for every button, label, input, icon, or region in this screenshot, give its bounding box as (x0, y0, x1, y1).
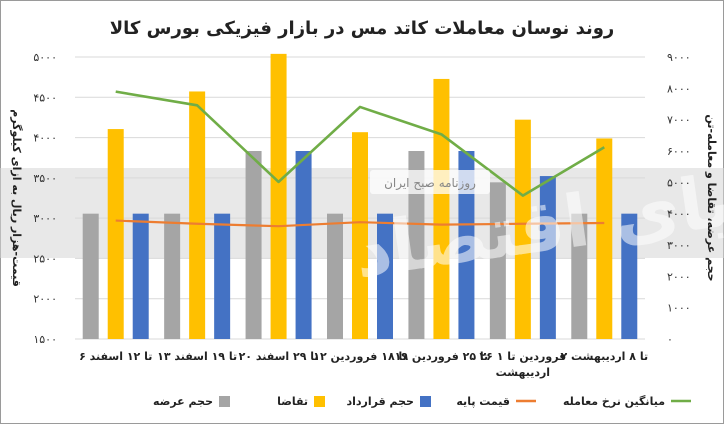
watermark-pill-bg (370, 170, 490, 194)
left-tick-label: ۲۰۰۰ (33, 293, 57, 306)
legend-swatch (314, 396, 325, 407)
bar-1-6 (489, 182, 506, 339)
left-tick-label: ۱۵۰۰ (33, 333, 57, 346)
bar-3-1 (132, 213, 149, 339)
bar-1-1 (82, 213, 99, 339)
watermark-text: روزنامه صبح ایران (384, 176, 476, 191)
legend-item: تقاضا (277, 395, 325, 408)
legend-swatch (420, 396, 431, 407)
left-tick-label: ۲۵۰۰ (33, 252, 57, 265)
bar-2-4 (352, 132, 368, 339)
bar-3-3 (295, 151, 312, 339)
bar-1-2 (164, 213, 181, 339)
right-tick-label: ۹۰۰۰ (667, 51, 691, 64)
right-tick-label: ۷۰۰۰ (667, 114, 691, 127)
category-label: ۲ تا ۸ اردیبهشت (560, 350, 648, 363)
right-tick-label: ۵۰۰۰ (667, 176, 691, 189)
bar-2-2 (189, 91, 206, 339)
legend-item: قیمت پایه (456, 395, 536, 408)
right-tick-label: ۶۰۰۰ (667, 145, 691, 158)
bar-2-3 (270, 53, 287, 339)
category-label: ۱۲ تا ۱۸ فروردین (313, 350, 407, 363)
right-tick-label: ۲۰۰۰ (667, 270, 691, 283)
left-tick-label: ۴۰۰۰ (33, 132, 57, 145)
category-label: ۲۰ تا ۲۹ اسفند (239, 350, 319, 363)
legend-label: میانگین نرخ معامله (563, 395, 665, 408)
bar-1-4 (327, 213, 343, 339)
category-label: اردیبهشت (496, 366, 550, 379)
category-label: ۱۹ تا ۲۵ فروردین (395, 350, 489, 363)
bar-3-7 (621, 213, 638, 339)
right-tick-label: ۰ (667, 333, 673, 346)
legend-label: حجم عرضه (153, 395, 213, 408)
chart-title: روند نوسان معاملات کاتد مس در بازار فیزی… (110, 18, 615, 39)
bar-1-5 (408, 151, 425, 339)
left-tick-label: ۳۵۰۰ (33, 172, 57, 185)
legend-item: حجم عرضه (153, 395, 230, 408)
category-label: ۶ تا ۱۲ اسفند (79, 350, 152, 363)
left-tick-label: ۵۰۰۰ (33, 51, 57, 64)
left-tick-label: ۳۰۰۰ (33, 212, 57, 225)
right-tick-label: ۸۰۰۰ (667, 82, 691, 95)
legend-item: حجم قرارداد (346, 395, 431, 408)
legend-label: قیمت پایه (456, 395, 510, 408)
category-label: ۲۶ فروردین تا ۱ (479, 350, 566, 363)
legend-item: میانگین نرخ معامله (563, 395, 691, 408)
bar-3-2 (214, 213, 231, 339)
category-label: ۱۳ تا ۱۹ اسفند (157, 350, 237, 363)
watermark-pill: روزنامه صبح ایران (370, 170, 490, 194)
bar-2-5 (433, 78, 450, 339)
bar-2-1 (107, 129, 124, 339)
axes: ۱۵۰۰ ۲۰۰۰ ۲۵۰۰ ۳۰۰۰ ۳۵۰۰ ۴۰۰۰ ۴۵۰۰ ۵۰۰۰ ۰ ۱۰۰۰ ۲۰۰… (10, 51, 718, 379)
legend: حجم عرضه تقاضا حجم قرارداد قیمت پایه میانگین… (153, 395, 691, 408)
line-series-1 (115, 219, 605, 228)
right-tick-label: ۴۰۰۰ (667, 208, 691, 221)
bar-2-6 (514, 119, 531, 340)
legend-label: تقاضا (277, 395, 308, 408)
line-series-2 (115, 90, 605, 197)
legend-label: حجم قرارداد (346, 395, 414, 408)
right-axis-title: حجم عرضه، تقاضا و معامله-تن (705, 114, 718, 281)
bar-1-7 (571, 213, 588, 339)
bar-3-6 (539, 176, 556, 339)
legend-swatch (219, 396, 230, 407)
bar-3-5 (458, 151, 475, 339)
bar-3-4 (377, 213, 393, 339)
right-tick-label: ۳۰۰۰ (667, 239, 691, 252)
bars (82, 53, 638, 340)
bar-2-7 (596, 138, 613, 339)
bar-1-3 (245, 151, 262, 339)
right-tick-label: ۱۰۰۰ (667, 302, 691, 315)
lines (115, 90, 605, 228)
left-axis-title: قیمت-هزار ریال به ازای کیلوگرم (10, 109, 23, 287)
left-tick-label: ۴۵۰۰ (33, 91, 57, 104)
